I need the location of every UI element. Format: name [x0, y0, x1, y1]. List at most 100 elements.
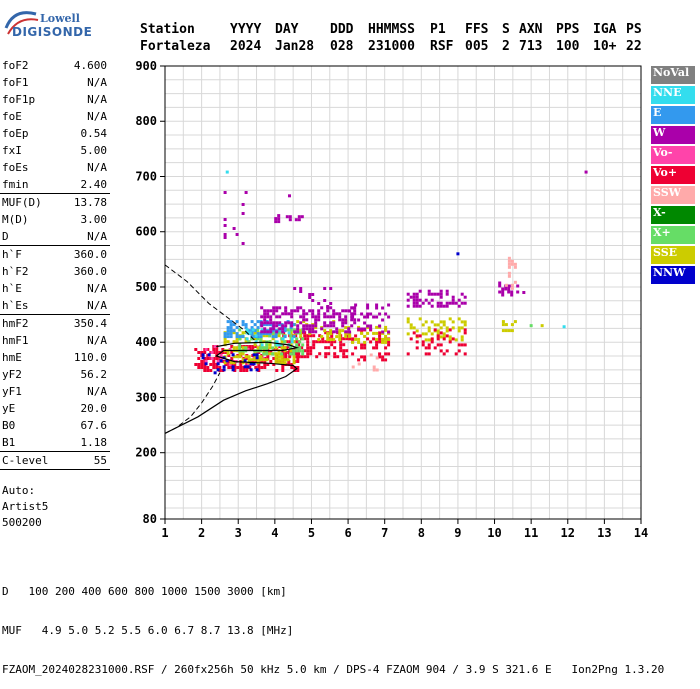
- echo-point: [277, 214, 281, 218]
- echo-point: [287, 360, 291, 363]
- echo-point: [366, 324, 370, 328]
- echo-point: [326, 324, 330, 328]
- echo-point: [263, 309, 267, 313]
- echo-point: [338, 329, 342, 333]
- logo-arc-icon: [4, 11, 39, 35]
- echo-point: [522, 291, 526, 294]
- echo-point: [357, 325, 361, 329]
- echo-point: [263, 321, 267, 325]
- echo-point: [256, 358, 260, 362]
- echo-point: [430, 332, 434, 336]
- echo-point: [451, 298, 455, 302]
- param-row: M(D) 3.00: [0, 211, 112, 228]
- echo-point: [498, 281, 502, 285]
- echo-point: [330, 340, 334, 344]
- echo-point: [260, 366, 264, 369]
- echo-point: [197, 357, 201, 360]
- echo-point: [381, 318, 385, 322]
- echo-point: [271, 331, 275, 335]
- echo-point: [302, 324, 306, 328]
- echo-point: [510, 290, 514, 294]
- echo-point: [451, 301, 455, 305]
- echo-point: [289, 343, 293, 347]
- echo-point: [306, 346, 310, 350]
- echo-point: [260, 324, 264, 328]
- echo-point: [224, 363, 228, 366]
- echo-point: [406, 332, 410, 336]
- echo-point: [510, 286, 514, 290]
- echo-point: [262, 346, 266, 350]
- echo-point: [326, 335, 330, 339]
- echo-point: [442, 337, 446, 341]
- echo-point: [381, 358, 385, 362]
- echo-point: [424, 320, 428, 324]
- echo-point: [223, 191, 227, 194]
- echo-point: [406, 317, 410, 321]
- echo-point: [232, 227, 236, 230]
- echo-point: [200, 360, 204, 363]
- polarization-legend: NoVal NNE E W Vo- Vo+ SSW X- X+ SSE NNW: [651, 66, 695, 286]
- y-tick-label: 400: [135, 335, 157, 349]
- echo-point: [244, 323, 248, 327]
- echo-point: [341, 318, 345, 322]
- echo-point: [203, 366, 207, 369]
- echo-point: [268, 323, 272, 327]
- y-tick-label: 300: [135, 390, 157, 404]
- echo-point: [387, 352, 391, 356]
- legend-item-e: E: [651, 106, 695, 124]
- echo-point: [430, 340, 434, 344]
- echo-point: [317, 315, 321, 319]
- echo-point: [299, 315, 303, 319]
- echo-point: [259, 337, 263, 341]
- echo-point: [263, 315, 267, 319]
- echo-point: [415, 298, 419, 302]
- header-cell: 2: [502, 39, 510, 54]
- echo-point: [457, 343, 461, 347]
- echo-point: [275, 306, 279, 310]
- echo-point: [236, 366, 240, 369]
- echo-point: [215, 348, 219, 351]
- echo-point: [271, 335, 275, 339]
- param-value: N/A: [87, 161, 107, 174]
- legend-item-vo: Vo+: [651, 166, 695, 184]
- param-value: 67.6: [80, 419, 108, 432]
- echo-point: [266, 309, 270, 313]
- echo-point: [221, 351, 225, 354]
- header-cell: Fortaleza: [140, 39, 211, 54]
- echo-point: [225, 170, 229, 174]
- trace-profile-solid: [164, 341, 300, 434]
- echo-point: [387, 343, 391, 347]
- echo-point: [263, 366, 267, 369]
- echo-point: [314, 321, 318, 325]
- echo-point: [354, 346, 358, 350]
- echo-point: [232, 323, 236, 327]
- echo-point: [501, 320, 505, 324]
- echo-point: [338, 315, 342, 319]
- echo-point: [308, 324, 312, 328]
- echo-point: [311, 330, 315, 334]
- echo-point: [415, 292, 419, 296]
- echo-point: [223, 224, 227, 227]
- legend-item-vo: Vo-: [651, 146, 695, 164]
- echo-point: [311, 299, 315, 302]
- echo-point: [372, 346, 376, 350]
- echo-point: [297, 343, 301, 347]
- legend-item-ssw: SSW: [651, 186, 695, 204]
- echo-point: [350, 318, 354, 322]
- echo-point: [317, 338, 321, 342]
- echo-point: [342, 337, 346, 341]
- echo-point: [332, 315, 336, 319]
- echo-point: [209, 363, 213, 366]
- echo-point: [260, 360, 264, 363]
- echo-point: [249, 362, 253, 366]
- echo-point: [263, 360, 267, 363]
- param-name: foF2: [2, 59, 29, 72]
- echo-point: [324, 346, 328, 350]
- echo-point: [329, 321, 333, 325]
- x-tick-label: 4: [271, 526, 278, 540]
- echo-point: [231, 353, 235, 357]
- echo-point: [306, 340, 310, 344]
- echo-point: [241, 212, 245, 215]
- echo-point: [378, 334, 382, 338]
- echo-point: [302, 320, 306, 324]
